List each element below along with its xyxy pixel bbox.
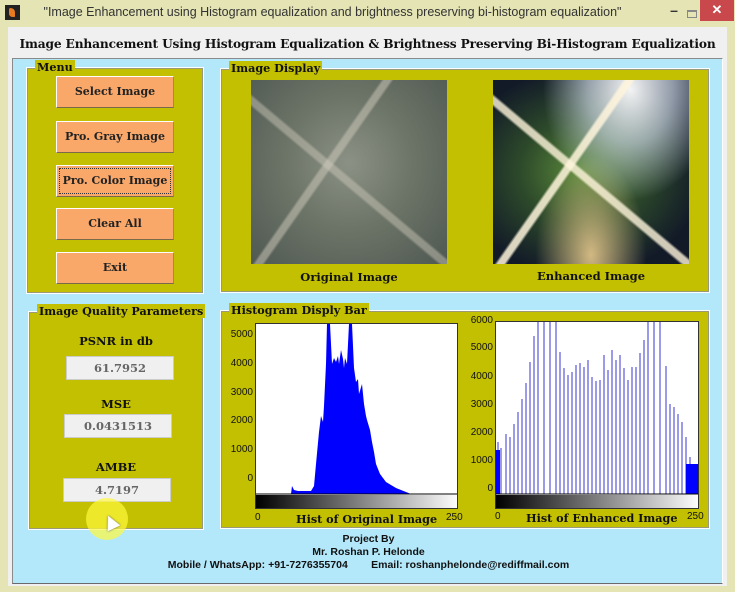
original-histogram-caption: Hist of Original Image xyxy=(296,512,438,526)
histogram-group: Histogram Disply Bar 5000 4000 3000 2000… xyxy=(220,303,710,529)
xtick: 0 xyxy=(495,511,501,522)
menu-group-label: Menu xyxy=(35,60,75,74)
clear-all-button[interactable]: Clear All xyxy=(56,208,174,240)
ytick: 3000 xyxy=(470,399,493,410)
xtick: 250 xyxy=(687,511,704,522)
process-color-image-button[interactable]: Pro. Color Image xyxy=(56,165,174,197)
ytick: 0 xyxy=(487,483,493,494)
image-display-group: Image Display Original Image Enhanced Im… xyxy=(220,61,710,293)
matlab-icon xyxy=(5,5,20,20)
ytick: 3000 xyxy=(230,387,253,398)
ytick: 1000 xyxy=(470,455,493,466)
psnr-label: PSNR in db xyxy=(79,334,153,348)
window-title: "Image Enhancement using Histogram equal… xyxy=(43,5,622,19)
exit-button[interactable]: Exit xyxy=(56,252,174,284)
maximize-button[interactable] xyxy=(683,5,700,26)
quality-parameters-group: Image Quality Parameters PSNR in db 61.7… xyxy=(28,304,206,530)
select-image-button[interactable]: Select Image xyxy=(56,76,174,108)
footer-contact: Mobile / WhatsApp: +91-7276355704 Email:… xyxy=(167,559,570,571)
quality-group-label: Image Quality Parameters xyxy=(37,304,206,318)
ytick: 5000 xyxy=(230,329,253,340)
enhanced-histogram-caption: Hist of Enhanced Image xyxy=(526,511,678,525)
maximize-icon xyxy=(686,10,697,18)
ytick: 5000 xyxy=(470,342,493,353)
ytick: 2000 xyxy=(230,415,253,426)
window-client-area: Image Enhancement Using Histogram Equali… xyxy=(8,27,727,586)
cursor-highlight xyxy=(86,498,128,540)
image-display-label: Image Display xyxy=(229,61,323,75)
original-histogram-chart xyxy=(255,323,458,509)
original-image-caption: Original Image xyxy=(300,270,398,284)
ytick: 4000 xyxy=(470,371,493,382)
process-gray-image-button[interactable]: Pro. Gray Image xyxy=(56,121,174,153)
enhanced-histogram-chart xyxy=(495,321,699,509)
psnr-field[interactable]: 61.7952 xyxy=(66,356,174,380)
enhanced-image xyxy=(493,80,689,264)
ytick: 6000 xyxy=(470,315,493,326)
xtick: 0 xyxy=(255,512,261,523)
footer-project-by: Project By xyxy=(342,533,395,545)
ytick: 0 xyxy=(247,473,253,484)
ytick: 4000 xyxy=(230,358,253,369)
ambe-label: AMBE xyxy=(95,460,137,474)
main-panel: Menu Select Image Pro. Gray Image Pro. C… xyxy=(12,58,723,584)
close-button[interactable]: ✕ xyxy=(700,0,734,21)
mse-field[interactable]: 0.0431513 xyxy=(64,414,172,438)
menu-group: Menu Select Image Pro. Gray Image Pro. C… xyxy=(26,60,204,294)
page-title: Image Enhancement Using Histogram Equali… xyxy=(19,37,716,51)
minimize-button[interactable]: – xyxy=(670,2,678,18)
ytick: 2000 xyxy=(470,427,493,438)
ytick: 1000 xyxy=(230,444,253,455)
title-bar: "Image Enhancement using Histogram equal… xyxy=(0,0,735,27)
ambe-field[interactable]: 4.7197 xyxy=(63,478,171,502)
original-image xyxy=(251,80,447,264)
footer-author: Mr. Roshan P. Helonde xyxy=(312,546,425,558)
mse-label: MSE xyxy=(101,397,131,411)
xtick: 250 xyxy=(446,512,463,523)
enhanced-image-caption: Enhanced Image xyxy=(536,269,646,283)
histogram-group-label: Histogram Disply Bar xyxy=(229,303,369,317)
